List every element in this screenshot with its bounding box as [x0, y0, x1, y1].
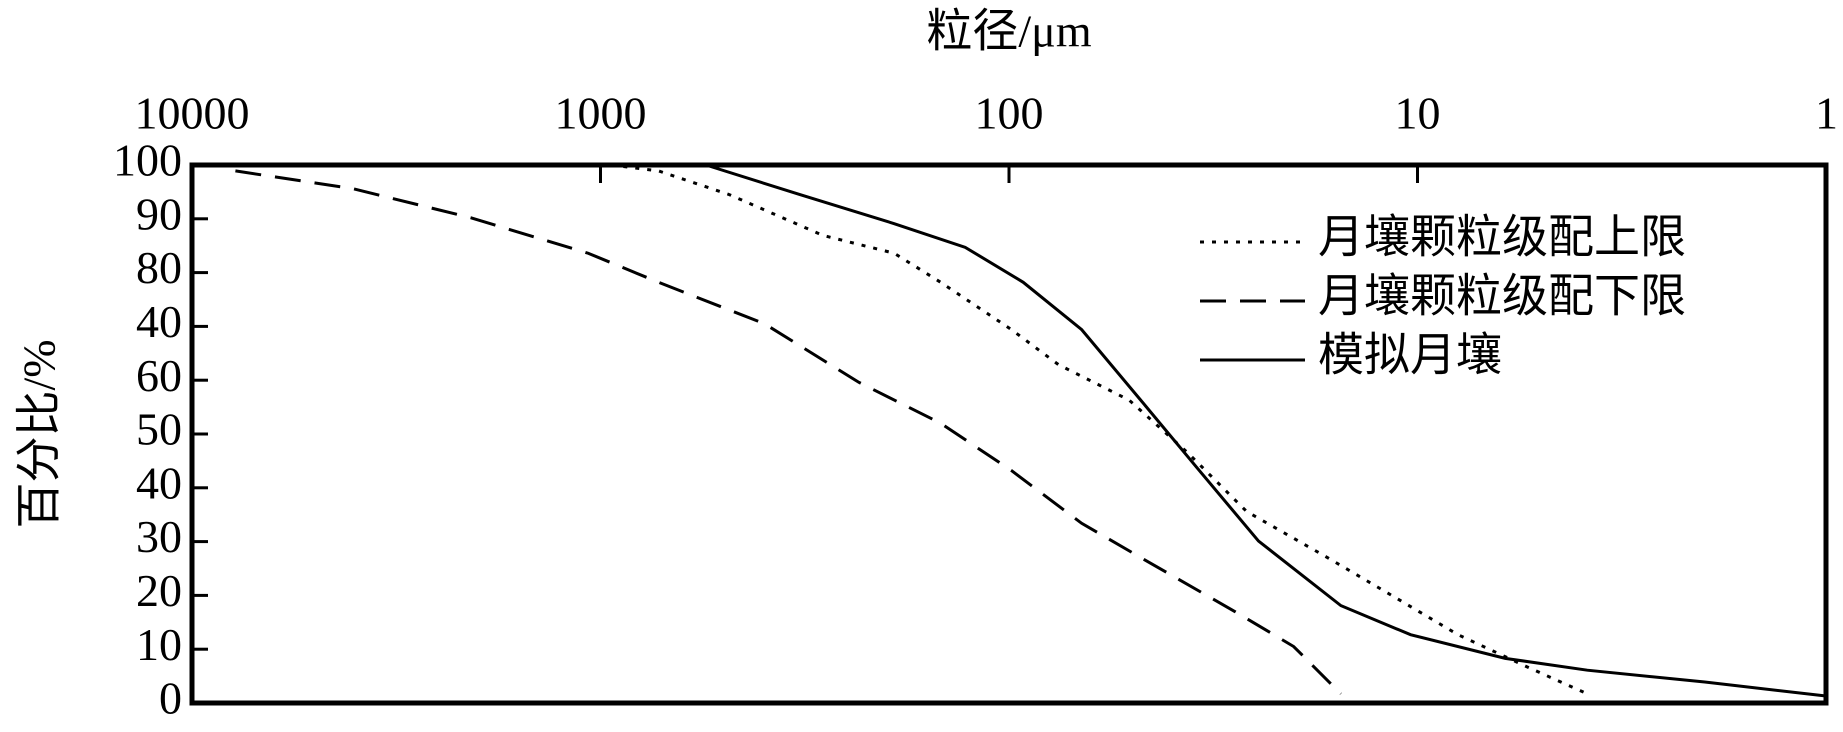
x-tick-label: 10 [1395, 88, 1441, 139]
y-tick-label: 20 [136, 565, 182, 616]
series-line [235, 169, 1342, 695]
y-tick-label: 80 [136, 242, 182, 293]
series-line [705, 163, 1827, 698]
x-axis-title: 粒径/μm [926, 6, 1091, 57]
y-tick-label: 0 [159, 673, 182, 724]
y-tick-label: 30 [136, 511, 182, 562]
x-tick-label: 10000 [135, 88, 250, 139]
x-tick-label: 100 [975, 88, 1044, 139]
y-tick-label: 60 [136, 350, 182, 401]
x-tick-label: 1000 [555, 88, 647, 139]
y-tick-label: 50 [136, 404, 182, 455]
x-tick-label: 1 [1815, 88, 1838, 139]
y-tick-label: 90 [136, 188, 182, 239]
y-axis-title: 百分比/% [14, 339, 65, 528]
y-tick-label: 40 [136, 457, 182, 508]
legend-label: 月壤颗粒级配上限 [1318, 212, 1686, 263]
y-tick-label: 10 [136, 619, 182, 670]
legend-label: 月壤颗粒级配下限 [1318, 271, 1686, 322]
legend-label: 模拟月壤 [1318, 330, 1502, 381]
y-tick-label: 100 [113, 135, 182, 186]
y-tick-label: 40 [136, 296, 182, 347]
